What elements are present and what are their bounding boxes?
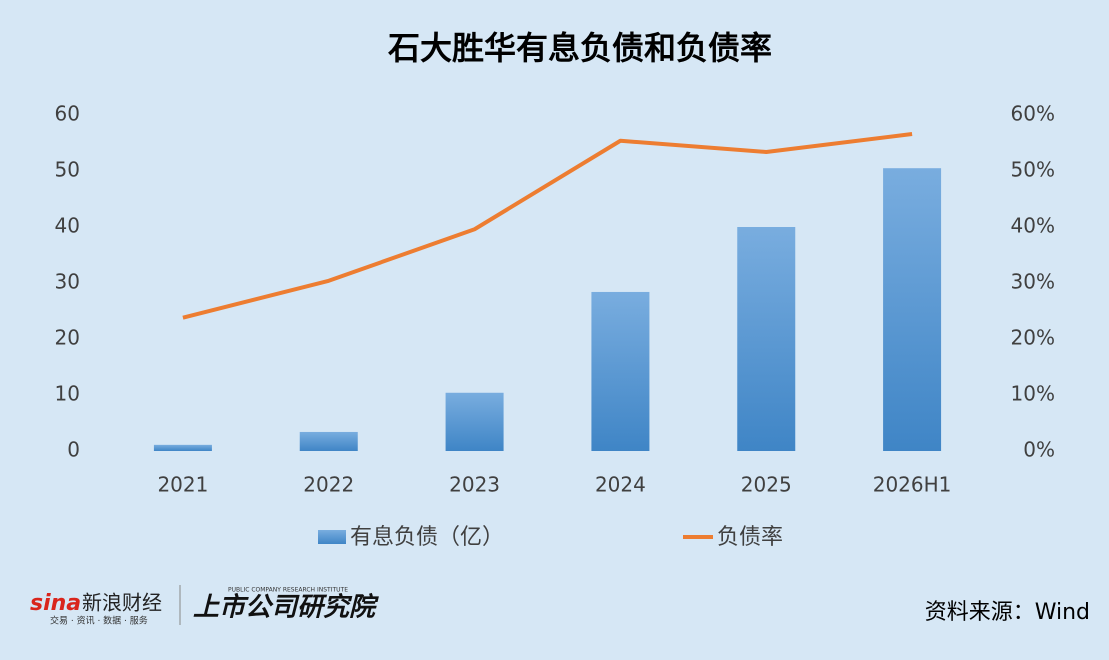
bar [445, 392, 504, 451]
y-tick-label: 50 [55, 158, 80, 182]
logo-name: 新浪财经 [82, 591, 162, 615]
bar [883, 168, 942, 451]
x-tick-label: 2025 [741, 473, 792, 497]
x-tick-label: 2023 [449, 473, 500, 497]
logo-slogan: 交易 · 资讯 · 数据 · 服务 [50, 615, 148, 627]
x-tick-label: 2022 [303, 473, 354, 497]
y-tick-label: 20 [55, 326, 80, 350]
legend-label: 有息负债（亿） [350, 525, 504, 550]
x-tick-label: 2026H1 [873, 473, 952, 497]
chart-title: 石大胜华有息负债和负债率 [387, 29, 772, 67]
y2-tick-label: 60% [1011, 102, 1055, 126]
y2-tick-label: 0% [1023, 438, 1055, 462]
x-tick-label: 2021 [157, 473, 208, 497]
logo-sina: sina [30, 591, 81, 616]
y-tick-label: 10 [55, 382, 80, 406]
legend-swatch [318, 530, 346, 544]
footer-logo: sina 新浪财经 交易 · 资讯 · 数据 · 服务 PUBLIC COMPA… [30, 585, 379, 627]
y2-tick-label: 40% [1011, 214, 1055, 238]
logo-institute: 上市公司研究院 [193, 593, 379, 623]
bar [299, 431, 358, 451]
bar [591, 291, 650, 451]
line [182, 132, 913, 320]
logo-institute-en: PUBLIC COMPANY RESEARCH INSTITUTE [228, 587, 348, 594]
y-tick-label: 40 [55, 214, 80, 238]
x-tick-label: 2024 [595, 473, 646, 497]
y2-tick-label: 20% [1011, 326, 1055, 350]
bar [153, 444, 212, 451]
y2-tick-label: 30% [1011, 270, 1055, 294]
y-tick-label: 60 [55, 102, 80, 126]
source: 资料来源：Wind [925, 600, 1090, 625]
y2-tick-label: 50% [1011, 158, 1055, 182]
y-tick-label: 30 [55, 270, 80, 294]
bar [737, 227, 796, 451]
legend-label: 负债率 [717, 525, 783, 550]
y2-tick-label: 10% [1011, 382, 1055, 406]
y-tick-label: 0 [67, 438, 80, 462]
